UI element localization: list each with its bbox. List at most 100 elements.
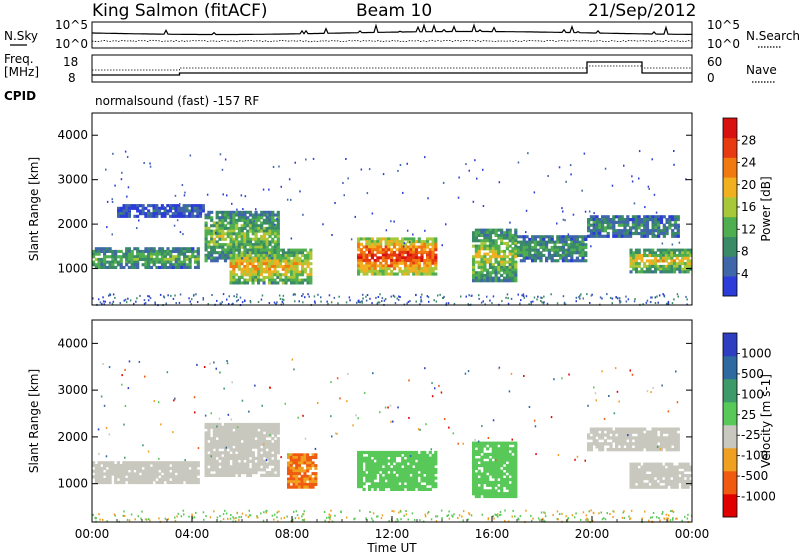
power-cell	[561, 253, 565, 257]
power-cell	[235, 281, 239, 285]
power-cell	[158, 247, 162, 251]
velocity-cell	[598, 433, 602, 437]
power-cell	[428, 272, 432, 276]
velocity-cell	[243, 451, 247, 455]
velocity-cell	[657, 445, 661, 449]
velocity-cell	[171, 466, 176, 470]
velocity-cell	[514, 447, 518, 451]
power-cell	[246, 235, 250, 239]
velocity-cell	[372, 519, 374, 522]
power-cell	[111, 263, 115, 267]
power-cell	[634, 226, 638, 230]
power-cell	[671, 223, 675, 227]
power-cell	[167, 294, 169, 297]
velocity-cell	[265, 456, 269, 460]
velocity-cell	[662, 445, 666, 449]
velocity-cell	[514, 472, 518, 476]
power-cell	[480, 241, 484, 245]
power-cell	[235, 296, 238, 298]
velocity-cell	[398, 453, 402, 457]
velocity-cell	[141, 472, 145, 476]
power-cell	[474, 276, 478, 280]
power-cell	[180, 260, 184, 264]
velocity-cell	[629, 445, 633, 449]
power-cell	[517, 248, 521, 252]
power-cell	[125, 209, 129, 213]
power-cell	[509, 221, 511, 224]
velocity-cell	[147, 480, 151, 485]
velocity-cell	[621, 516, 624, 519]
velocity-cell	[659, 485, 663, 489]
velocity-cell	[434, 468, 438, 472]
power-cell	[265, 210, 269, 214]
power-cell	[387, 242, 391, 246]
velocity-cell	[235, 517, 237, 519]
power-cell	[188, 249, 192, 253]
power-cell	[634, 251, 638, 255]
velocity-cell	[240, 462, 244, 466]
power-cell	[226, 253, 230, 257]
velocity-cell	[467, 518, 469, 521]
power-cell	[171, 247, 176, 251]
velocity-cell	[590, 509, 592, 512]
velocity-cell	[237, 422, 241, 427]
power-cell	[542, 243, 546, 247]
power-cell	[519, 248, 523, 252]
velocity-cell	[671, 427, 675, 431]
power-cell	[477, 252, 481, 256]
power-cell	[426, 261, 430, 265]
power-cell	[379, 293, 381, 296]
power-cell	[188, 214, 192, 218]
power-cell	[573, 237, 577, 241]
velocity-cell	[297, 469, 301, 473]
power-cell	[384, 245, 388, 249]
power-cell	[609, 226, 613, 230]
velocity-cell	[500, 447, 504, 451]
velocity-cell	[147, 475, 151, 479]
velocity-cell	[483, 441, 487, 445]
velocity-cell	[359, 509, 361, 512]
velocity-cell	[292, 482, 296, 486]
power-cell	[301, 281, 305, 285]
velocity-cell	[176, 515, 178, 518]
velocity-cell	[494, 472, 498, 476]
power-cell	[587, 226, 591, 230]
power-cell	[664, 270, 668, 274]
power-cell	[248, 229, 253, 233]
power-cell	[265, 248, 269, 252]
power-cell	[581, 248, 585, 252]
power-cell	[683, 254, 687, 258]
velocity-cell	[246, 468, 250, 472]
power-cell	[421, 293, 423, 296]
velocity-cell	[651, 468, 655, 472]
velocity-cell	[177, 472, 181, 476]
velocity-cell	[246, 422, 250, 427]
power-cell	[659, 231, 664, 236]
velocity-cell	[229, 425, 233, 429]
velocity-cell	[308, 466, 312, 470]
power-cell	[681, 259, 685, 263]
velocity-cell	[276, 451, 280, 455]
power-cell	[251, 251, 255, 255]
power-cell	[167, 204, 169, 207]
velocity-cell	[215, 434, 219, 438]
velocity-cell	[631, 442, 635, 446]
power-cell	[657, 218, 661, 222]
velocity-cell	[483, 469, 487, 473]
power-cell	[497, 233, 501, 237]
velocity-cell	[505, 492, 509, 496]
power-cell	[130, 257, 134, 261]
velocity-cell	[659, 465, 663, 469]
power-cell	[306, 275, 310, 279]
power-cell	[424, 156, 426, 159]
power-cell	[301, 273, 305, 277]
power-cell	[243, 270, 247, 274]
power-cell	[246, 224, 250, 228]
power-cell	[676, 293, 679, 296]
power-cell	[204, 232, 208, 236]
power-cell	[295, 265, 299, 269]
power-cell	[290, 270, 294, 274]
velocity-cell	[474, 486, 478, 490]
power-cell	[387, 267, 391, 271]
power-cell	[671, 215, 675, 219]
